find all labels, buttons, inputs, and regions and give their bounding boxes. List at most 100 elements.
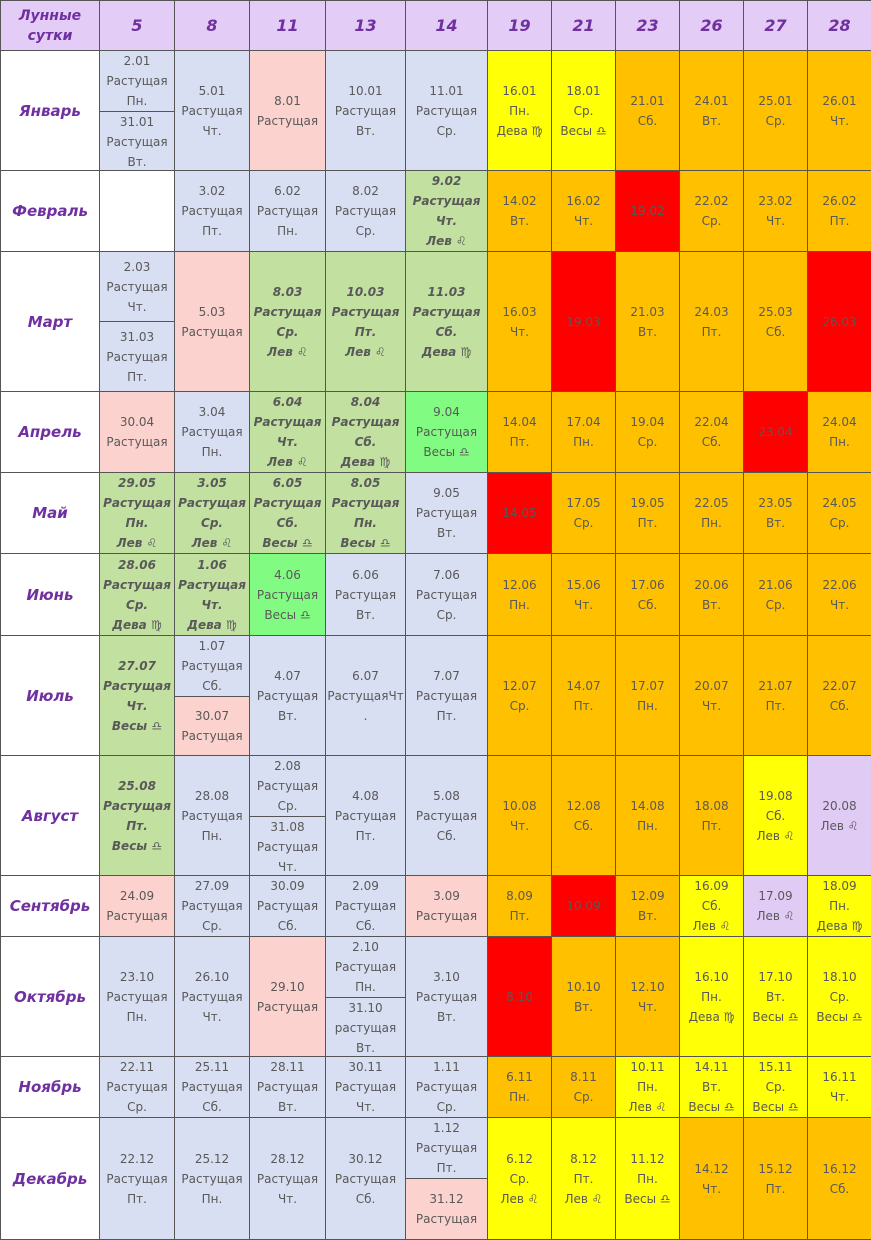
cell-line: Пн. [175,1189,249,1209]
cell-line: 28.12 [250,1149,325,1169]
cell-line: Пт. [488,432,551,452]
cell-line: Сб. [808,1179,871,1199]
cell-line: Сб. [808,696,871,716]
cell-line: 21.01 [616,91,679,111]
cell-line: Растущая [257,776,318,796]
month-label: Декабрь [1,1118,100,1240]
cell-line: 1.11 [406,1057,487,1077]
cell-line: 8.11 [552,1067,615,1087]
cell-line: 20.07 [680,676,743,696]
cell-line: Растущая [326,1077,405,1097]
cell-line: Чт. [278,857,297,876]
cell-line: Пт. [744,696,807,716]
cell-line: Пн. [808,896,871,916]
cell-line: Пн. [355,977,376,997]
cell-line: Растущая [175,575,249,595]
cell-line: РастущаяЧт [326,686,405,706]
cell-line: Ср. [552,513,615,533]
cell-line: Пн. [552,432,615,452]
cell-line: Вт. [744,987,807,1007]
cell-line: 31.12 [429,1189,463,1209]
cell-line: 9.02 [406,171,487,191]
cell-line: 30.11 [326,1057,405,1077]
day-cell: 10.09 [552,876,616,937]
cell-line: Чт. [175,595,249,615]
cell-line: 16.02 [552,191,615,211]
cell-line: 18.01 [552,81,615,101]
cell-line: 22.02 [680,191,743,211]
cell-line: Пн. [175,442,249,462]
cell-line: 8.10 [488,987,551,1007]
cell-line: Пн. [616,1169,679,1189]
cell-line: Растущая [326,412,405,432]
cell-line: 28.08 [175,786,249,806]
cell-line: Растущая [175,101,249,121]
cell-line: Чт. [100,696,174,716]
lunar-day-header-28: 28 [808,1,871,51]
cell-line: Вт. [250,1097,325,1117]
lunar-day-header-13: 13 [326,1,406,51]
cell-line: Растущая [326,201,405,221]
cell-line: Весы ♎ [552,121,615,141]
cell-line: Растущая [100,493,174,513]
cell-line: Чт. [744,211,807,231]
lunar-day-header-23: 23 [616,1,680,51]
cell-line: Лев ♌ [175,533,249,553]
cell-line: Растущая [100,906,174,926]
cell-line: 19.04 [616,412,679,432]
cell-line: 25.11 [175,1057,249,1077]
cell-line: Ср. [488,1169,551,1189]
cell-line: 1.06 [175,555,249,575]
cell-line: 2.08 [274,756,301,776]
cell-line: Растущая [250,412,325,432]
cell-line: Ср. [406,1097,487,1117]
cell-line: 29.10 [250,977,325,997]
cell-line: Растущая [326,101,405,121]
cell-line: Ср. [406,605,487,625]
cell-line: 17.06 [616,575,679,595]
day-cell: 14.05 [488,473,552,554]
cell-line: Сб. [326,1189,405,1209]
cell-line: Растущая [100,1169,174,1189]
month-label: Февраль [1,171,100,252]
cell-line: Пн. [680,987,743,1007]
cell-line: Ср. [552,1087,615,1107]
cell-line: 10.08 [488,796,551,816]
cell-line: 16.01 [488,81,551,101]
cell-line: 8.02 [326,181,405,201]
cell-line: 30.09 [250,876,325,896]
cell-line: 17.07 [616,676,679,696]
cell-line: Сб. [326,916,405,936]
month-label: Август [1,756,100,876]
